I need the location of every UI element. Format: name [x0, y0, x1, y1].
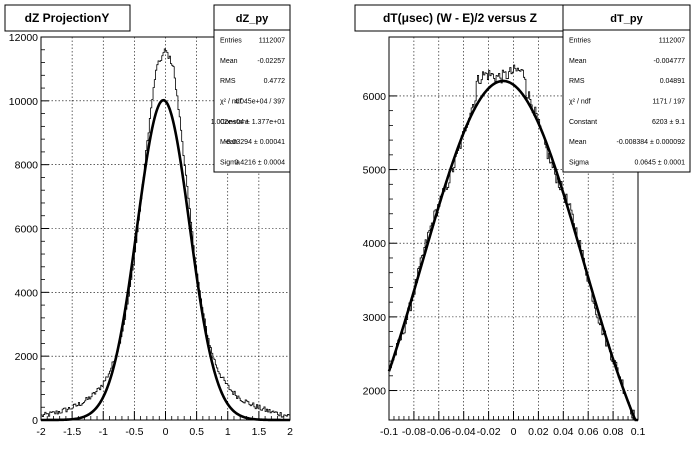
x-tick-label: 0.04 [553, 426, 574, 438]
stats-box-title: dT_py [610, 13, 643, 25]
left-axis-ticks: -2 -1.5 -1 -0.5 0 0.5 1 1.5 2 0 2000 4000 6000 8000 10… [9, 32, 293, 438]
stats-row-value: 0.4216 ± 0.0004 [234, 159, 285, 166]
right-stats-box: dT_py Entries 1112007 Mean -0.004777 RMS 0.048… [562, 4, 691, 173]
stats-row-value: 1.002e+04 ± 1.377e+01 [211, 119, 285, 126]
y-tick-label: 5000 [363, 165, 387, 177]
left-fit [41, 98, 290, 422]
stats-row-value: 0.0645 ± 0.0001 [634, 159, 685, 166]
stats-row-value: -0.02257 [257, 58, 285, 65]
right-pad: -0.1 -0.08 -0.06 -0.04 -0.02 0 0.02 0.04 0.06 0.0… [354, 4, 691, 438]
x-tick-label: -1.5 [63, 426, 81, 438]
x-tick-label: 0.1 [631, 426, 646, 438]
x-tick-label: 0 [511, 426, 517, 438]
stats-box-frame [562, 4, 691, 173]
y-tick-label: 8000 [15, 160, 39, 172]
left-pad: -2 -1.5 -1 -0.5 0 0.5 1 1.5 2 0 2000 4000 6000 8000 10… [4, 4, 293, 438]
stats-row-key: Constant [220, 119, 248, 126]
x-tick-label: -0.02 [477, 426, 501, 438]
x-tick-label: 1 [225, 426, 231, 438]
y-tick-label: 6000 [15, 224, 39, 236]
y-tick-label: 4000 [363, 238, 387, 250]
stats-row-key: Entries [569, 38, 591, 45]
stats-row-key: Mean [220, 139, 238, 146]
stats-row-value: 0.04891 [660, 78, 685, 85]
stats-row-value: 1171 / 197 [652, 99, 685, 106]
x-tick-label: 0.02 [528, 426, 549, 438]
stats-row-value: 1112007 [259, 38, 285, 45]
stats-row-key: Constant [569, 119, 597, 126]
x-tick-label: 0.08 [603, 426, 624, 438]
stats-row-value: 0.4772 [264, 78, 286, 85]
stats-row-key: Sigma [220, 159, 240, 166]
y-tick-label: 2000 [15, 351, 39, 363]
y-tick-label: 2000 [363, 386, 387, 398]
right-chart-title: dT(μsec) (W - E)/2 versus Z [383, 11, 537, 25]
stats-row-value: 6203 ± 9.1 [652, 119, 685, 126]
right-axis-ticks: -0.1 -0.08 -0.06 -0.04 -0.02 0 0.02 0.04 0.06 0.0… [363, 91, 646, 438]
stats-row-key: χ² / ndf [220, 99, 242, 106]
x-tick-label: 0.06 [578, 426, 599, 438]
stats-row-key: Mean [569, 58, 587, 65]
x-tick-label: 1.5 [252, 426, 267, 438]
fit-curve [387, 79, 638, 422]
left-title-box [4, 4, 131, 32]
stats-row-value: -0.03294 ± 0.00041 [224, 139, 285, 146]
stats-row-key: χ² / ndf [569, 99, 591, 106]
histogram-steps [41, 48, 290, 418]
x-tick-label: 0 [163, 426, 169, 438]
stats-row-value: 4.045e+04 / 397 [234, 99, 285, 106]
x-tick-label: -1 [99, 426, 108, 438]
stats-row-value: 1112007 [659, 38, 685, 45]
left-histogram [41, 48, 290, 418]
y-tick-label: 6000 [363, 91, 387, 103]
stats-row-key: Mean [220, 58, 238, 65]
right-fit [387, 79, 638, 422]
x-tick-label: -0.04 [452, 426, 476, 438]
histogram-steps [389, 64, 638, 421]
fit-curve [41, 98, 290, 422]
right-title-box [354, 4, 566, 32]
y-tick-label: 10000 [9, 96, 38, 108]
stats-box-frame [213, 4, 291, 173]
x-tick-label: -2 [36, 426, 45, 438]
x-tick-label: 2 [287, 426, 293, 438]
x-tick-label: -0.06 [427, 426, 451, 438]
stats-row-value: -0.004777 [653, 58, 685, 65]
stats-row-key: RMS [569, 78, 585, 85]
stats-row-key: Mean [569, 139, 587, 146]
stats-row-value: -0.008384 ± 0.000092 [617, 139, 686, 146]
x-tick-label: -0.1 [380, 426, 398, 438]
stats-row-key: Sigma [569, 159, 589, 166]
y-tick-label: 3000 [363, 312, 387, 324]
right-histogram [389, 64, 638, 421]
left-chart-title: dZ ProjectionY [25, 11, 110, 25]
x-tick-label: -0.5 [125, 426, 143, 438]
y-tick-label: 12000 [9, 32, 38, 44]
stats-box-title: dZ_py [236, 13, 269, 25]
x-tick-label: -0.08 [402, 426, 426, 438]
x-tick-label: 0.5 [189, 426, 204, 438]
stats-row-key: RMS [220, 78, 236, 85]
y-tick-label: 0 [32, 415, 38, 427]
left-stats-box: dZ_py Entries 1112007 Mean -0.02257 RMS 0.4772… [211, 4, 291, 173]
stats-row-key: Entries [220, 38, 242, 45]
y-tick-label: 4000 [15, 287, 39, 299]
